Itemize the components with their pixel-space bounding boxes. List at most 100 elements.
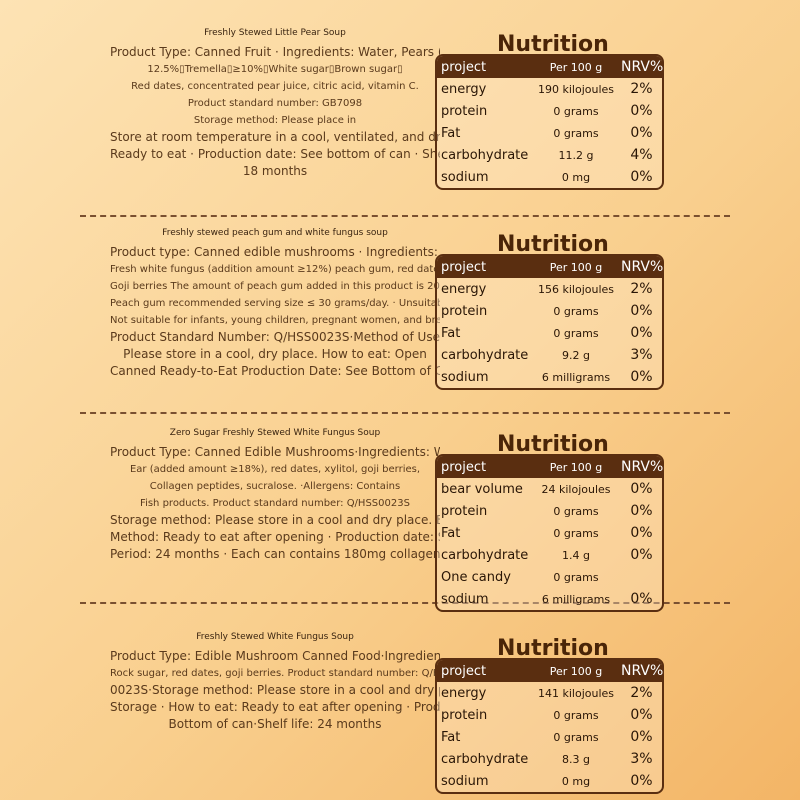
nutrition-table: Nutrition project Per 100 g NRV% energy 156 k… — [435, 232, 664, 390]
info-line: Method: Ready to eat after opening · Pro… — [110, 530, 440, 544]
header-cell: NRV% — [621, 459, 664, 475]
nutrition-title: Nutrition — [497, 432, 609, 457]
nutrient-name: protein — [441, 707, 488, 723]
product-section: Zero Sugar Freshly Stewed White Fungus S… — [0, 428, 800, 612]
nutrition-table: Nutrition project Per 100 g NRV% energy 190 k… — [435, 32, 664, 190]
nutrient-amount: 0 grams — [553, 730, 599, 744]
info-line: Period: 24 months · Each can contains 18… — [110, 547, 440, 561]
nutrient-amount: 0 grams — [553, 126, 599, 140]
nutrient-nrv: 0% — [630, 773, 653, 789]
nutrient-nrv: 0% — [630, 525, 653, 541]
nutrition-table: Nutrition project Per 100 g NRV% energy 141 k… — [435, 636, 664, 794]
nutrition-header: project Per 100 g NRV% — [437, 256, 664, 278]
info-line: Product Type: Canned Edible Mushrooms·In… — [110, 445, 440, 459]
nutrient-amount: 6 milligrams — [541, 592, 611, 606]
nutrient-name: One candy — [441, 569, 511, 585]
nutrition-row: Fat 0 grams 0% — [437, 122, 662, 144]
header-cell: project — [441, 259, 487, 275]
info-line: Not suitable for infants, young children… — [110, 315, 440, 326]
nutrition-row: carbohydrate 8.3 g 3% — [437, 748, 662, 770]
nutrition-row: energy 156 kilojoules 2% — [437, 278, 662, 300]
info-line: Ready to eat · Production date: See bott… — [110, 147, 440, 161]
product-section: Freshly Stewed Little Pear Soup Product T… — [0, 28, 800, 213]
info-line: Bottom of can·Shelf life: 24 months — [168, 717, 382, 731]
nutrient-name: protein — [441, 303, 488, 319]
nutrition-row: Fat 0 grams 0% — [437, 522, 662, 544]
product-info: Freshly Stewed Little Pear Soup Product T… — [110, 28, 440, 180]
nutrition-row: protein 0 grams 0% — [437, 500, 662, 522]
nutrient-nrv: 4% — [630, 147, 653, 163]
nutrient-nrv: 0% — [630, 125, 653, 141]
header-cell: Per 100 g — [549, 664, 603, 678]
nutrient-amount: 0 grams — [553, 570, 599, 584]
product-section: Freshly stewed peach gum and white fungu… — [0, 228, 800, 410]
info-line: Peach gum recommended serving size ≤ 30 … — [110, 298, 440, 309]
nutrient-amount: 11.2 g — [558, 148, 594, 162]
product-name: Zero Sugar Freshly Stewed White Fungus S… — [169, 428, 381, 438]
nutrition-row: protein 0 grams 0% — [437, 704, 662, 726]
nutrient-name: carbohydrate — [441, 547, 529, 563]
nutrient-name: sodium — [441, 591, 489, 607]
nutrition-row: energy 141 kilojoules 2% — [437, 682, 662, 704]
nutrient-amount: 0 mg — [561, 170, 591, 184]
nutrient-amount: 8.3 g — [562, 752, 590, 766]
nutrition-title: Nutrition — [497, 32, 609, 57]
info-line: Please store in a cool, dry place. How t… — [123, 347, 427, 361]
nutrient-name: carbohydrate — [441, 347, 529, 363]
info-line: Product Standard Number: Q/HSS0023S·Meth… — [110, 330, 440, 344]
product-name: Freshly Stewed Little Pear Soup — [204, 28, 346, 38]
separator — [80, 215, 730, 217]
product-info: Zero Sugar Freshly Stewed White Fungus S… — [110, 428, 440, 563]
nutrient-nrv: 0% — [630, 303, 653, 319]
nutrient-nrv: 0% — [630, 369, 653, 385]
nutrient-nrv: 2% — [630, 281, 653, 297]
nutrient-amount: 0 grams — [553, 304, 599, 318]
product-info: Freshly Stewed White Fungus Soup Product … — [110, 632, 440, 733]
nutrient-nrv: 0% — [630, 103, 653, 119]
info-line: Goji berries The amount of peach gum add… — [110, 281, 440, 292]
nutrient-name: Fat — [441, 525, 461, 541]
header-cell: project — [441, 663, 487, 679]
nutrient-nrv: 3% — [630, 347, 653, 363]
info-line: 18 months — [242, 164, 308, 178]
nutrient-name: carbohydrate — [441, 147, 529, 163]
info-line: Ear (added amount ≥18%), red dates, xyli… — [129, 464, 421, 475]
nutrient-name: protein — [441, 103, 488, 119]
info-line: Red dates, concentrated pear juice, citr… — [131, 81, 419, 92]
separator — [80, 412, 730, 414]
nutrition-row: One candy 0 grams — [437, 566, 662, 588]
header-cell: NRV% — [621, 663, 664, 679]
product-name: Freshly Stewed White Fungus Soup — [196, 632, 354, 642]
nutrition-row: Fat 0 grams 0% — [437, 726, 662, 748]
nutrient-amount: 0 grams — [553, 708, 599, 722]
info-line: Collagen peptides, sucralose. ·Allergens… — [149, 481, 401, 492]
info-line: Fresh white fungus (addition amount ≥12%… — [110, 264, 440, 275]
nutrient-name: carbohydrate — [441, 751, 529, 767]
nutrition-row: protein 0 grams 0% — [437, 100, 662, 122]
nutrition-header: project Per 100 g NRV% — [437, 56, 663, 78]
nutrition-row: sodium 6 milligrams 0% — [437, 366, 662, 388]
info-line: Product standard number: GB7098 — [187, 98, 363, 109]
info-line: 0023S·Storage method: Please store in a … — [110, 683, 440, 697]
info-line: Product type: Canned edible mushrooms · … — [110, 245, 440, 259]
nutrient-amount: 141 kilojoules — [537, 686, 615, 700]
nutrient-name: energy — [441, 685, 487, 701]
nutrient-name: protein — [441, 503, 488, 519]
nutrition-table: Nutrition project Per 100 g NRV% bear volume… — [435, 432, 664, 612]
nutrient-nrv: 0% — [630, 729, 653, 745]
nutrient-nrv: 0% — [630, 325, 653, 341]
nutrient-nrv: 0% — [630, 547, 653, 563]
header-cell: NRV% — [621, 259, 664, 275]
nutrition-row: protein 0 grams 0% — [437, 300, 662, 322]
product-name: Freshly stewed peach gum and white fungu… — [162, 228, 388, 238]
nutrient-amount: 24 kilojoules — [541, 482, 611, 496]
info-line: Storage method: Please store in a cool a… — [110, 513, 440, 527]
nutrient-nrv: 0% — [630, 707, 653, 723]
info-line: Storage · How to eat: Ready to eat after… — [110, 700, 440, 714]
nutrient-nrv: 0% — [630, 169, 653, 185]
nutrient-amount: 156 kilojoules — [537, 282, 615, 296]
nutrient-nrv: 2% — [630, 685, 653, 701]
nutrient-amount: 9.2 g — [562, 348, 590, 362]
header-cell: Per 100 g — [549, 460, 603, 474]
